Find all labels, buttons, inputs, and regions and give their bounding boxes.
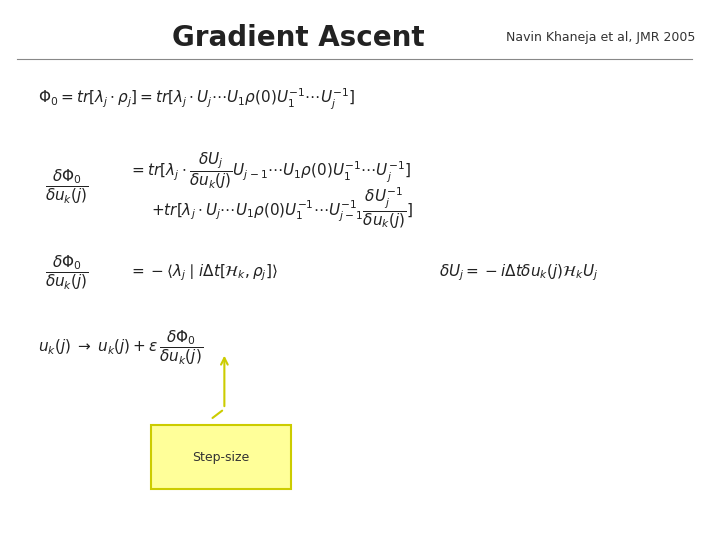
FancyArrowPatch shape <box>212 410 222 418</box>
Text: $\Phi_0 = tr[\lambda_j \cdot \rho_j] = tr[\lambda_j \cdot U_j \cdots U_1 \rho(0): $\Phi_0 = tr[\lambda_j \cdot \rho_j] = t… <box>38 86 355 112</box>
FancyBboxPatch shape <box>150 425 291 489</box>
Text: $+ tr[\lambda_j \cdot U_j \cdots U_1 \rho(0) U_1^{-1} \cdots U_{j-1}^{-1} \dfrac: $+ tr[\lambda_j \cdot U_j \cdots U_1 \rh… <box>150 186 413 231</box>
Text: Navin Khaneja et al, JMR 2005: Navin Khaneja et al, JMR 2005 <box>506 31 696 44</box>
Text: $\dfrac{\delta\Phi_0}{\delta u_k(j)}$: $\dfrac{\delta\Phi_0}{\delta u_k(j)}$ <box>45 168 89 206</box>
Text: $= -\langle \lambda_j \mid i\Delta t[\mathcal{H}_k, \rho_j]\rangle$: $= -\langle \lambda_j \mid i\Delta t[\ma… <box>130 262 279 283</box>
Text: $\dfrac{\delta\Phi_0}{\delta u_k(j)}$: $\dfrac{\delta\Phi_0}{\delta u_k(j)}$ <box>45 253 89 292</box>
FancyArrowPatch shape <box>221 358 228 406</box>
Text: $\delta U_j = -i\Delta t \delta u_k(j) \mathcal{H}_k U_j$: $\delta U_j = -i\Delta t \delta u_k(j) \… <box>439 262 598 283</box>
Text: $u_k(j) \;\rightarrow\; u_k(j) + \epsilon\, \dfrac{\delta\Phi_0}{\delta u_k(j)}$: $u_k(j) \;\rightarrow\; u_k(j) + \epsilo… <box>38 328 203 367</box>
Text: $= tr[\lambda_j \cdot \dfrac{\delta U_j}{\delta u_k(j)} U_{j-1} \cdots U_1 \rho(: $= tr[\lambda_j \cdot \dfrac{\delta U_j}… <box>130 151 412 191</box>
Text: Gradient Ascent: Gradient Ascent <box>172 24 425 51</box>
Text: Step-size: Step-size <box>192 450 249 463</box>
